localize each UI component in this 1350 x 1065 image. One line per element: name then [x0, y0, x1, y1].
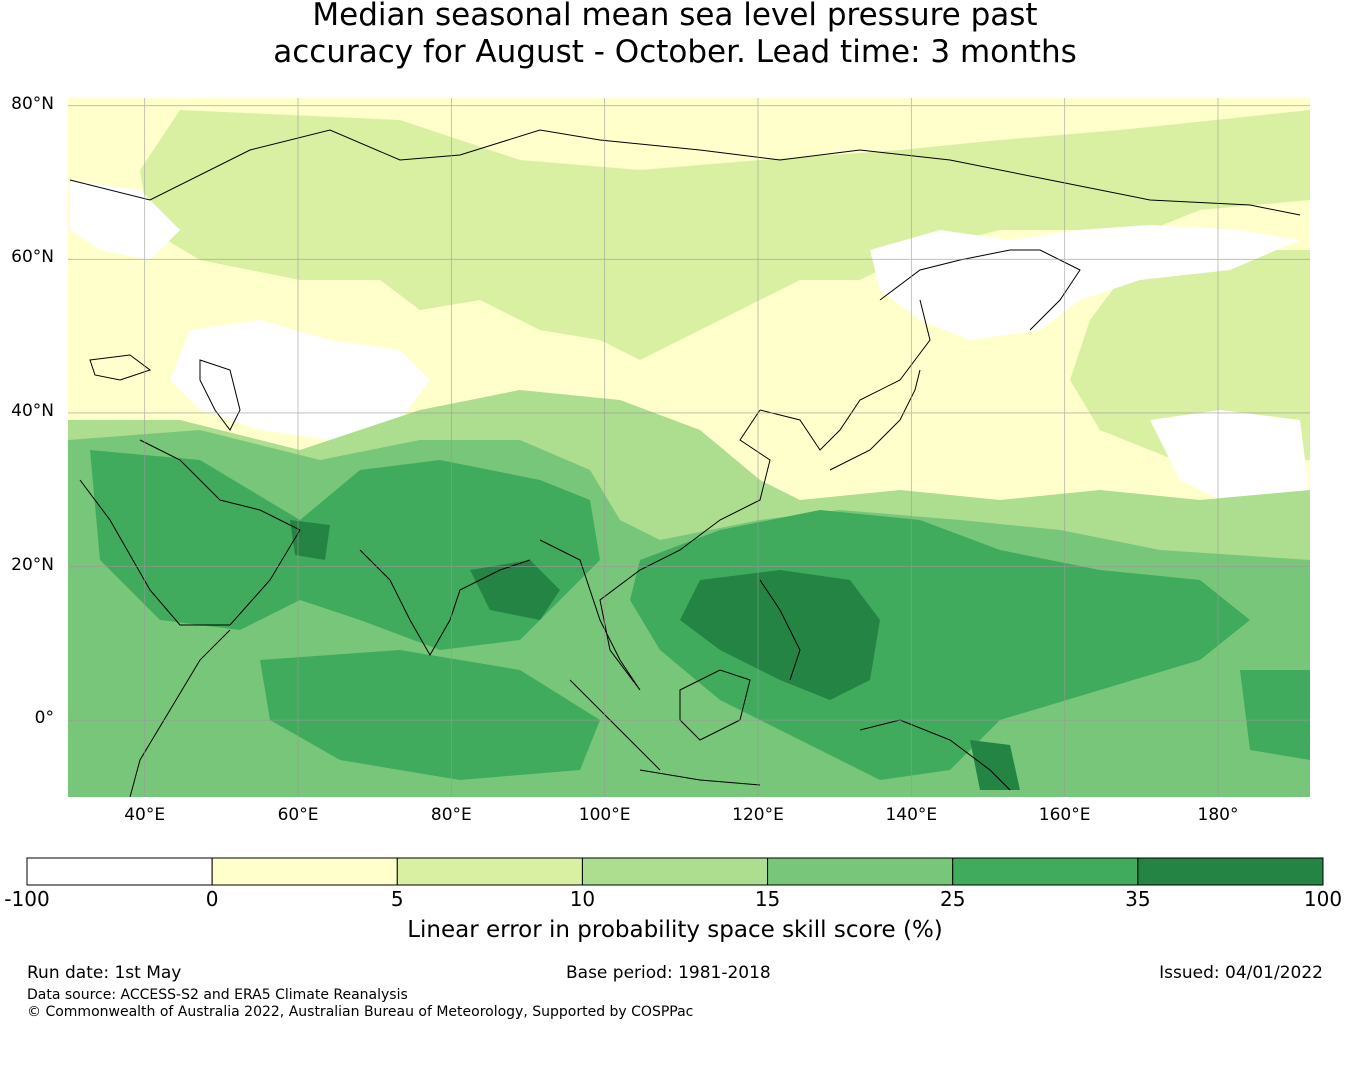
colorbar-tick-label: 10	[569, 887, 596, 911]
skill-region-35-100	[680, 570, 880, 700]
coastlines	[69, 129, 1301, 797]
colorbar-tick-label: 0	[205, 887, 219, 911]
coastline-new-guinea	[859, 719, 1011, 791]
coastline-black-sea	[89, 354, 152, 381]
lon-tick-label: 160°E	[1038, 805, 1091, 825]
coastline-india	[359, 549, 531, 657]
colorbar	[26, 857, 1324, 886]
skill-region-25-35	[90, 450, 600, 650]
skill-region-negative	[1150, 410, 1310, 510]
skill-region-35-100	[970, 740, 1020, 790]
map-field	[68, 98, 1310, 797]
colorbar-bin	[1137, 857, 1324, 886]
copyright: © Commonwealth of Australia 2022, Austra…	[27, 1004, 694, 1020]
lon-tick-label: 60°E	[277, 805, 319, 825]
map-title-line-2: accuracy for August - October. Lead time…	[273, 34, 1077, 70]
skill-region-25-35	[1240, 670, 1310, 760]
lon-tick-label: 40°E	[124, 805, 166, 825]
lat-tick-label: 20°N	[11, 554, 54, 575]
skill-region-negative	[870, 225, 1300, 340]
colorbar-bin	[26, 857, 213, 886]
gridlines	[68, 98, 1310, 797]
colorbar-tick-label: 15	[754, 887, 781, 911]
skill-region-negative	[70, 180, 180, 260]
colorbar-bin	[396, 857, 583, 886]
colorbar-bin	[581, 857, 769, 886]
coastline-china-korea	[759, 299, 931, 451]
coastline-kamchatka	[1029, 249, 1081, 331]
lat-tick-label: 60°N	[11, 247, 54, 268]
colorbar-tick-label: 35	[1125, 887, 1151, 911]
base-period: Base period: 1981-2018	[566, 963, 771, 983]
coastline-arctic	[69, 129, 1301, 216]
colorbar-tick-label: -100	[4, 887, 50, 911]
map-title-line-1: Median seasonal mean sea level pressure …	[312, 0, 1038, 33]
data-source: Data source: ACCESS-S2 and ERA5 Climate …	[27, 987, 408, 1003]
lon-tick-label: 100°E	[578, 805, 631, 825]
skill-region-25-35	[260, 650, 600, 780]
skill-region-35-100	[290, 520, 330, 560]
coastline-japan	[829, 369, 921, 471]
colorbar-bin	[767, 857, 954, 886]
coastline-sumatra	[569, 679, 661, 771]
colorbar-tick-label: 5	[390, 887, 404, 911]
coastline-southeast-asia	[539, 409, 771, 691]
colorbar-tick-label: 25	[939, 887, 966, 911]
lat-tick-label: 80°N	[11, 93, 54, 114]
skill-region-35-100	[470, 560, 560, 620]
colorbar-bin	[952, 857, 1139, 886]
lon-tick-label: 180°	[1197, 805, 1239, 825]
colorbar-tick-label: 100	[1303, 887, 1343, 911]
run-date: Run date: 1st May	[27, 963, 182, 983]
skill-region-5-10	[140, 110, 1310, 360]
coastline-caspian	[199, 359, 241, 431]
coastline-okhotsk	[879, 249, 1040, 301]
coastline-africa-horn	[129, 629, 231, 797]
lat-tick-label: 0°	[34, 708, 54, 729]
colorbar-bin	[211, 857, 398, 886]
lat-tick-label: 40°N	[11, 400, 54, 421]
lon-tick-label: 120°E	[732, 805, 784, 825]
lon-tick-label: 140°E	[885, 805, 938, 825]
colorbar-title: Linear error in probability space skill …	[407, 917, 943, 943]
lon-tick-label: 80°E	[430, 805, 472, 825]
issued-date: Issued: 04/01/2022	[1159, 963, 1323, 983]
coastline-philippines	[759, 579, 801, 681]
skill-region-negative	[170, 320, 430, 440]
coastline-java	[639, 769, 761, 786]
